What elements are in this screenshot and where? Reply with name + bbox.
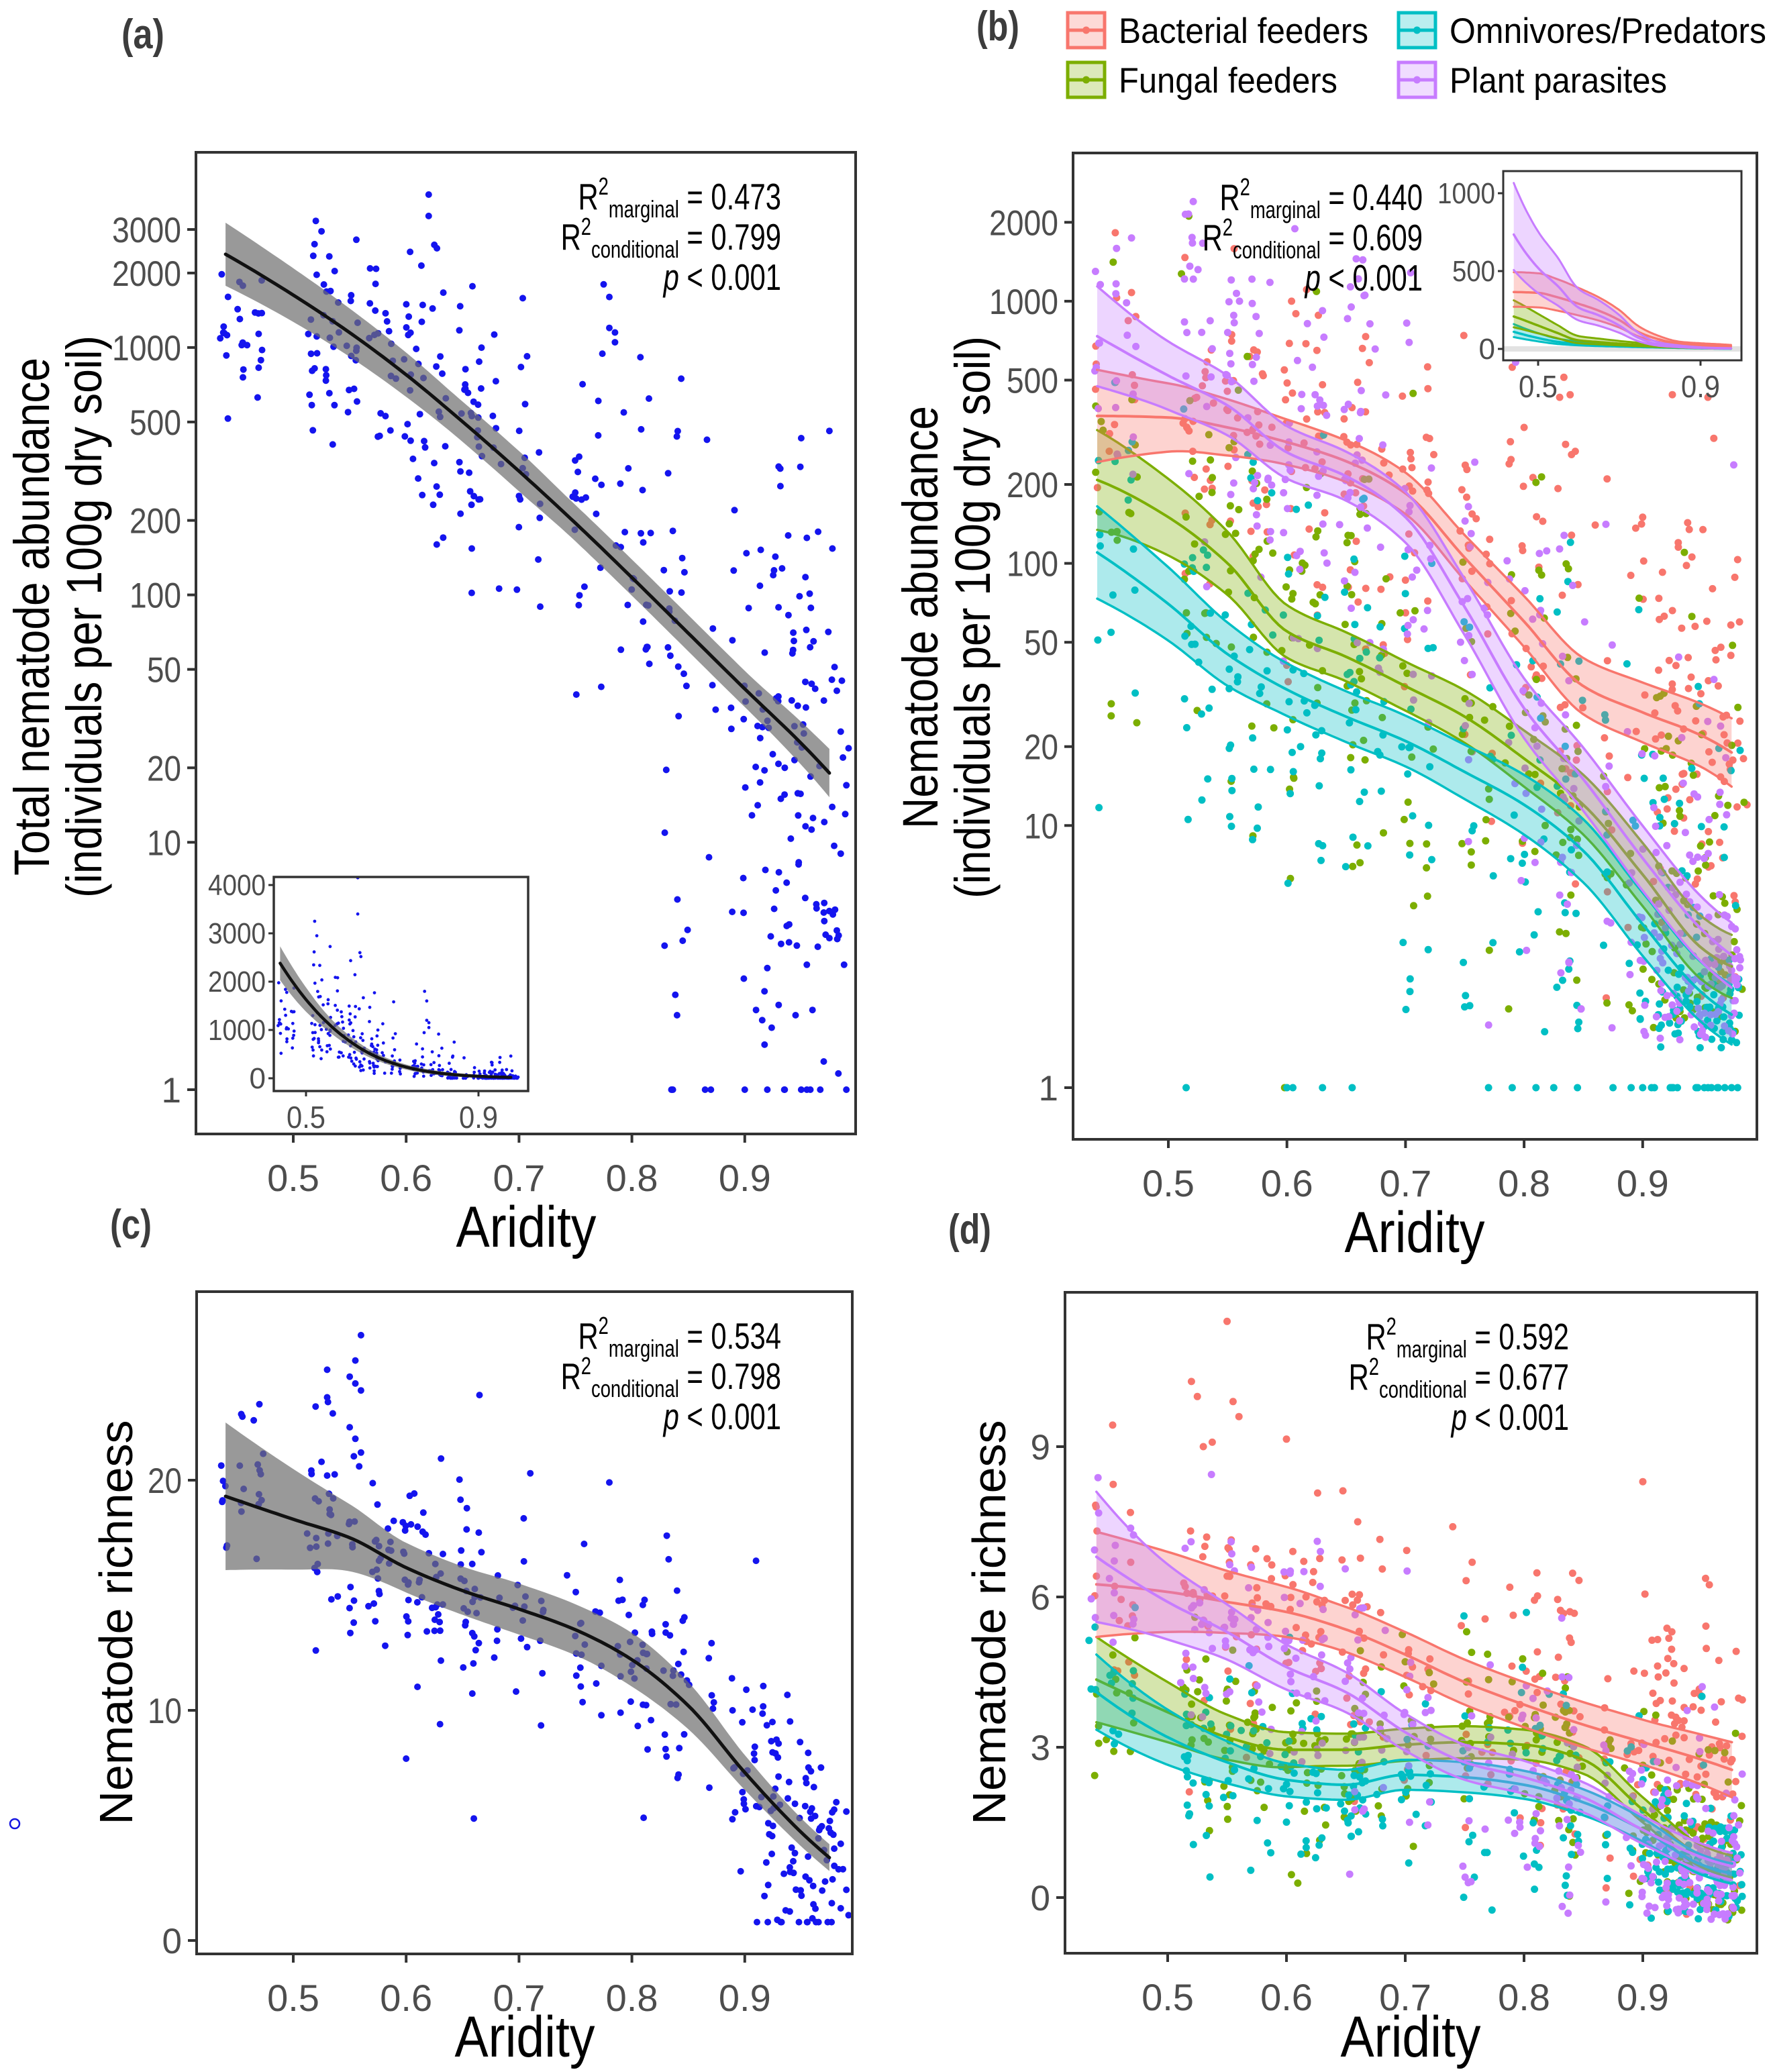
svg-text:1: 1 xyxy=(1039,1069,1058,1108)
svg-text:1000: 1000 xyxy=(112,329,181,368)
svg-text:Bacterial feeders: Bacterial feeders xyxy=(1119,11,1368,51)
svg-text:0.6: 0.6 xyxy=(380,1977,432,2019)
svg-text:200: 200 xyxy=(130,502,181,541)
svg-text:2000: 2000 xyxy=(208,966,266,998)
svg-text:0.5: 0.5 xyxy=(267,1977,319,2019)
svg-text:4000: 4000 xyxy=(208,869,266,902)
svg-text:Nematode richness: Nematode richness xyxy=(963,1420,1015,1824)
svg-text:100: 100 xyxy=(130,576,181,616)
svg-text:0.7: 0.7 xyxy=(493,1157,545,1199)
svg-text:3000: 3000 xyxy=(112,211,181,250)
svg-text:(d): (d) xyxy=(948,1206,991,1253)
svg-text:(b): (b) xyxy=(976,3,1019,50)
svg-text:500: 500 xyxy=(1007,362,1058,401)
svg-text:1000: 1000 xyxy=(208,1014,266,1047)
svg-text:Fungal feeders: Fungal feeders xyxy=(1119,61,1337,101)
svg-text:Total nematode abundance: Total nematode abundance xyxy=(4,358,60,876)
svg-text:500: 500 xyxy=(1452,255,1495,288)
svg-text:2000: 2000 xyxy=(989,203,1058,243)
svg-text:0.9: 0.9 xyxy=(719,1157,771,1199)
svg-text:0.9: 0.9 xyxy=(1681,369,1720,404)
svg-text:(individuals per 100g dry soil: (individuals per 100g dry soil) xyxy=(56,335,112,898)
svg-text:p < 0.001: p < 0.001 xyxy=(1304,258,1423,299)
svg-text:Nematode abundance: Nematode abundance xyxy=(893,406,948,829)
svg-text:Aridity: Aridity xyxy=(455,2005,595,2069)
svg-text:1000: 1000 xyxy=(1437,177,1495,210)
svg-text:20: 20 xyxy=(147,749,181,788)
svg-text:2000: 2000 xyxy=(112,254,181,294)
svg-text:6: 6 xyxy=(1031,1578,1050,1618)
svg-text:10: 10 xyxy=(147,823,181,863)
svg-text:0: 0 xyxy=(250,1062,266,1095)
svg-text:Plant parasites: Plant parasites xyxy=(1450,61,1667,101)
svg-text:Aridity: Aridity xyxy=(456,1195,597,1259)
svg-text:Omnivores/Predators: Omnivores/Predators xyxy=(1450,11,1766,51)
svg-text:50: 50 xyxy=(1024,623,1058,663)
svg-text:0: 0 xyxy=(162,1922,182,1961)
svg-text:0.6: 0.6 xyxy=(380,1157,432,1199)
svg-text:R2marginal = 0.534: R2marginal = 0.534 xyxy=(578,1312,781,1362)
svg-text:0.7: 0.7 xyxy=(493,1977,545,2019)
svg-text:0.8: 0.8 xyxy=(606,1157,658,1199)
svg-text:0: 0 xyxy=(1031,1879,1050,1918)
svg-text:10: 10 xyxy=(1024,807,1058,846)
svg-text:20: 20 xyxy=(1024,728,1058,768)
svg-text:0.8: 0.8 xyxy=(1498,1162,1550,1204)
svg-text:(c): (c) xyxy=(110,1202,152,1248)
svg-text:0.8: 0.8 xyxy=(1498,1976,1550,2018)
svg-text:R2marginal = 0.440: R2marginal = 0.440 xyxy=(1220,173,1423,223)
svg-text:0.9: 0.9 xyxy=(459,1100,498,1135)
svg-text:100: 100 xyxy=(1007,545,1058,584)
svg-text:1000: 1000 xyxy=(989,282,1058,322)
svg-text:20: 20 xyxy=(148,1461,182,1501)
svg-text:p < 0.001: p < 0.001 xyxy=(662,258,781,299)
svg-text:3000: 3000 xyxy=(208,917,266,950)
svg-text:1: 1 xyxy=(162,1071,181,1110)
svg-text:Nematode richness: Nematode richness xyxy=(90,1420,142,1824)
svg-text:0.9: 0.9 xyxy=(1617,1976,1669,2018)
svg-text:9: 9 xyxy=(1031,1428,1050,1467)
svg-text:p < 0.001: p < 0.001 xyxy=(1450,1398,1569,1439)
svg-text:0.5: 0.5 xyxy=(1519,369,1558,404)
svg-text:0.9: 0.9 xyxy=(1617,1162,1669,1204)
svg-text:Aridity: Aridity xyxy=(1345,1200,1485,1265)
svg-text:200: 200 xyxy=(1007,466,1058,505)
svg-text:0.5: 0.5 xyxy=(267,1157,319,1199)
svg-text:0.7: 0.7 xyxy=(1379,1162,1431,1204)
svg-text:3: 3 xyxy=(1031,1728,1050,1768)
svg-text:Aridity: Aridity xyxy=(1341,2005,1481,2069)
svg-text:(a): (a) xyxy=(121,11,164,58)
svg-text:0.5: 0.5 xyxy=(1142,1976,1194,2018)
svg-text:0.5: 0.5 xyxy=(287,1100,325,1135)
svg-text:R2marginal = 0.592: R2marginal = 0.592 xyxy=(1366,1312,1569,1363)
svg-text:0.5: 0.5 xyxy=(1142,1162,1195,1204)
svg-text:(individuals per 100g dry soil: (individuals per 100g dry soil) xyxy=(945,336,1001,898)
svg-text:p < 0.001: p < 0.001 xyxy=(662,1397,781,1438)
svg-text:R2marginal = 0.473: R2marginal = 0.473 xyxy=(578,172,781,223)
svg-text:10: 10 xyxy=(148,1692,182,1731)
svg-text:500: 500 xyxy=(130,403,181,443)
svg-text:0.7: 0.7 xyxy=(1379,1976,1431,2018)
svg-text:0.6: 0.6 xyxy=(1260,1976,1313,2018)
svg-text:0: 0 xyxy=(1479,333,1495,366)
svg-text:0.6: 0.6 xyxy=(1261,1162,1313,1204)
svg-text:0.8: 0.8 xyxy=(606,1977,658,2019)
svg-text:0.9: 0.9 xyxy=(719,1977,771,2019)
svg-text:50: 50 xyxy=(147,651,181,690)
